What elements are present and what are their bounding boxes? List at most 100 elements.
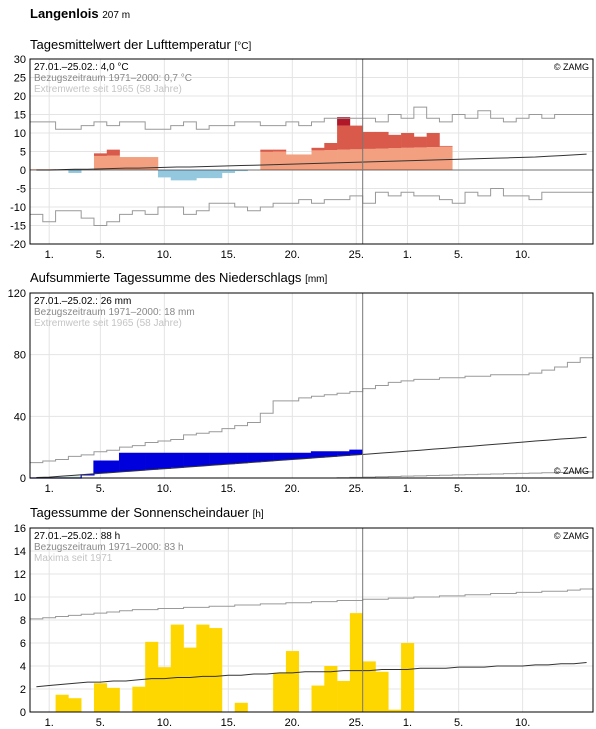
y-tick-label: 12: [14, 569, 26, 581]
x-tick-label: 10.: [157, 249, 172, 261]
temp-bar: [349, 125, 363, 150]
x-tick-label: 25.: [349, 717, 364, 729]
precipitation-chart-title: Aufsummierte Tagessumme des Niederschlag…: [30, 270, 327, 285]
sunshine-bar: [401, 643, 415, 712]
x-tick-label: 10.: [157, 717, 172, 729]
precipitation-unit: [mm]: [305, 274, 328, 285]
precipitation-title-text: Aufsummierte Tagessumme des Niederschlag…: [30, 270, 302, 285]
precip-bar: [183, 453, 197, 467]
chart-1: 0 40 80 120 1. 5. 10. 15. 20. 25. 1. 5. 10. 27.01.–25…: [8, 288, 594, 495]
temp-bar: [349, 149, 363, 170]
temp-bar: [196, 170, 210, 179]
y-tick-label: 5: [20, 147, 26, 159]
sunshine-bar: [183, 647, 197, 712]
sunshine-bar: [132, 686, 146, 712]
precip-bar: [209, 453, 223, 466]
temp-bar: [298, 154, 312, 170]
y-tick-label: -15: [10, 221, 26, 233]
copyright-label: © ZAMG: [554, 62, 589, 72]
y-tick-label: 0: [20, 165, 26, 177]
y-tick-label: 30: [14, 54, 26, 66]
sunshine-bar: [145, 641, 159, 712]
legend-extremes: Extremwerte seit 1965 (58 Jahre): [34, 318, 182, 329]
x-tick-label: 1.: [45, 249, 54, 261]
temp-bar: [273, 151, 287, 170]
y-tick-label: 4: [20, 661, 26, 673]
sunshine-bar: [362, 661, 376, 712]
sunshine-bar: [55, 694, 69, 712]
x-tick-label: 25.: [349, 249, 364, 261]
x-tick-label: 1.: [403, 249, 412, 261]
x-tick-label: 15.: [221, 249, 236, 261]
plot-frame: [29, 292, 594, 479]
precip-bar: [221, 453, 236, 465]
sunshine-bar: [337, 680, 351, 712]
legend-reference: Bezugszeitraum 1971–2000: 18 mm: [34, 307, 195, 318]
legend-extremes: Maxima seit 1971: [34, 553, 113, 564]
station-name: Langenlois: [30, 6, 99, 21]
temp-bar: [273, 149, 287, 152]
y-tick-label: 8: [20, 615, 26, 627]
temp-bar: [93, 153, 108, 156]
x-tick-label: 1.: [403, 717, 412, 729]
sunshine-unit: [h]: [252, 509, 264, 520]
station-header: Langenlois 207 m: [30, 6, 130, 21]
y-tick-label: 10: [14, 128, 26, 140]
temp-bar: [388, 148, 402, 170]
temp-bar: [260, 149, 274, 152]
legend-current: 27.01.–25.02.: 4,0 °C: [34, 62, 129, 73]
precip-bar: [234, 453, 248, 464]
y-tick-label: 2: [20, 684, 26, 696]
temp-bar: [439, 146, 453, 170]
x-tick-label: 10.: [515, 717, 530, 729]
sunshine-bar: [196, 624, 210, 712]
temp-bar: [401, 147, 415, 170]
x-tick-label: 20.: [285, 717, 300, 729]
x-tick-label: 20.: [285, 249, 300, 261]
precip-bar: [273, 453, 287, 461]
precip-bar: [132, 453, 146, 471]
sunshine-chart-title: Tagessumme der Sonnenscheindauer [h]: [30, 505, 264, 520]
sunshine-bar: [209, 628, 223, 712]
plot-frame: [29, 527, 594, 713]
temp-bar: [426, 147, 440, 170]
y-tick-label: 15: [14, 110, 26, 122]
temp-bar: [375, 131, 389, 149]
precip-bar: [324, 451, 338, 457]
sunshine-bar: [324, 666, 338, 712]
temp-bar: [337, 125, 351, 150]
precip-reference-line: [36, 436, 587, 479]
y-tick-label: 25: [14, 73, 26, 85]
x-tick-label: 5.: [96, 717, 105, 729]
temp-bar: [324, 150, 338, 170]
x-tick-label: 10.: [157, 483, 172, 495]
temp-bar: [311, 150, 325, 170]
x-tick-label: 1.: [45, 483, 54, 495]
y-tick-label: -5: [16, 184, 26, 196]
temp-bar: [221, 170, 236, 173]
temp-bar: [145, 157, 159, 170]
y-tick-label: -20: [10, 239, 26, 251]
temp-bar: [324, 142, 338, 151]
sunshine-bar: [170, 624, 184, 712]
precip-bar: [285, 453, 300, 460]
y-tick-label: 40: [14, 411, 26, 423]
temp-bar: [119, 157, 133, 170]
x-tick-label: 1.: [45, 717, 54, 729]
temp-bar: [337, 149, 351, 170]
x-tick-label: 5.: [454, 483, 463, 495]
sunshine-bar: [311, 685, 325, 712]
temp-bar: [106, 155, 120, 170]
x-tick-label: 5.: [96, 483, 105, 495]
temp-bar: [157, 170, 172, 178]
precip-bar: [349, 450, 363, 455]
x-tick-label: 20.: [285, 483, 300, 495]
sunshine-bar: [375, 671, 389, 712]
x-tick-label: 5.: [454, 717, 463, 729]
y-tick-label: 0: [20, 707, 26, 719]
x-tick-label: 10.: [515, 249, 530, 261]
temperature-chart-title: Tagesmittelwert der Lufttemperatur [°C]: [30, 37, 251, 52]
temp-bar: [209, 170, 223, 179]
temp-bar: [388, 134, 402, 149]
temp-bar: [413, 147, 427, 170]
